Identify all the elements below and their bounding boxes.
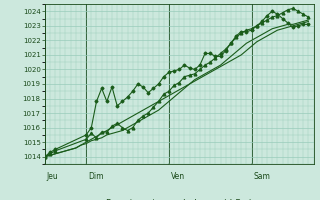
Text: Jeu: Jeu <box>46 172 58 181</box>
Text: Dim: Dim <box>88 172 103 181</box>
Text: Sam: Sam <box>253 172 270 181</box>
Text: Pression niveau de la mer( hPa ): Pression niveau de la mer( hPa ) <box>106 199 252 200</box>
Text: Ven: Ven <box>171 172 185 181</box>
